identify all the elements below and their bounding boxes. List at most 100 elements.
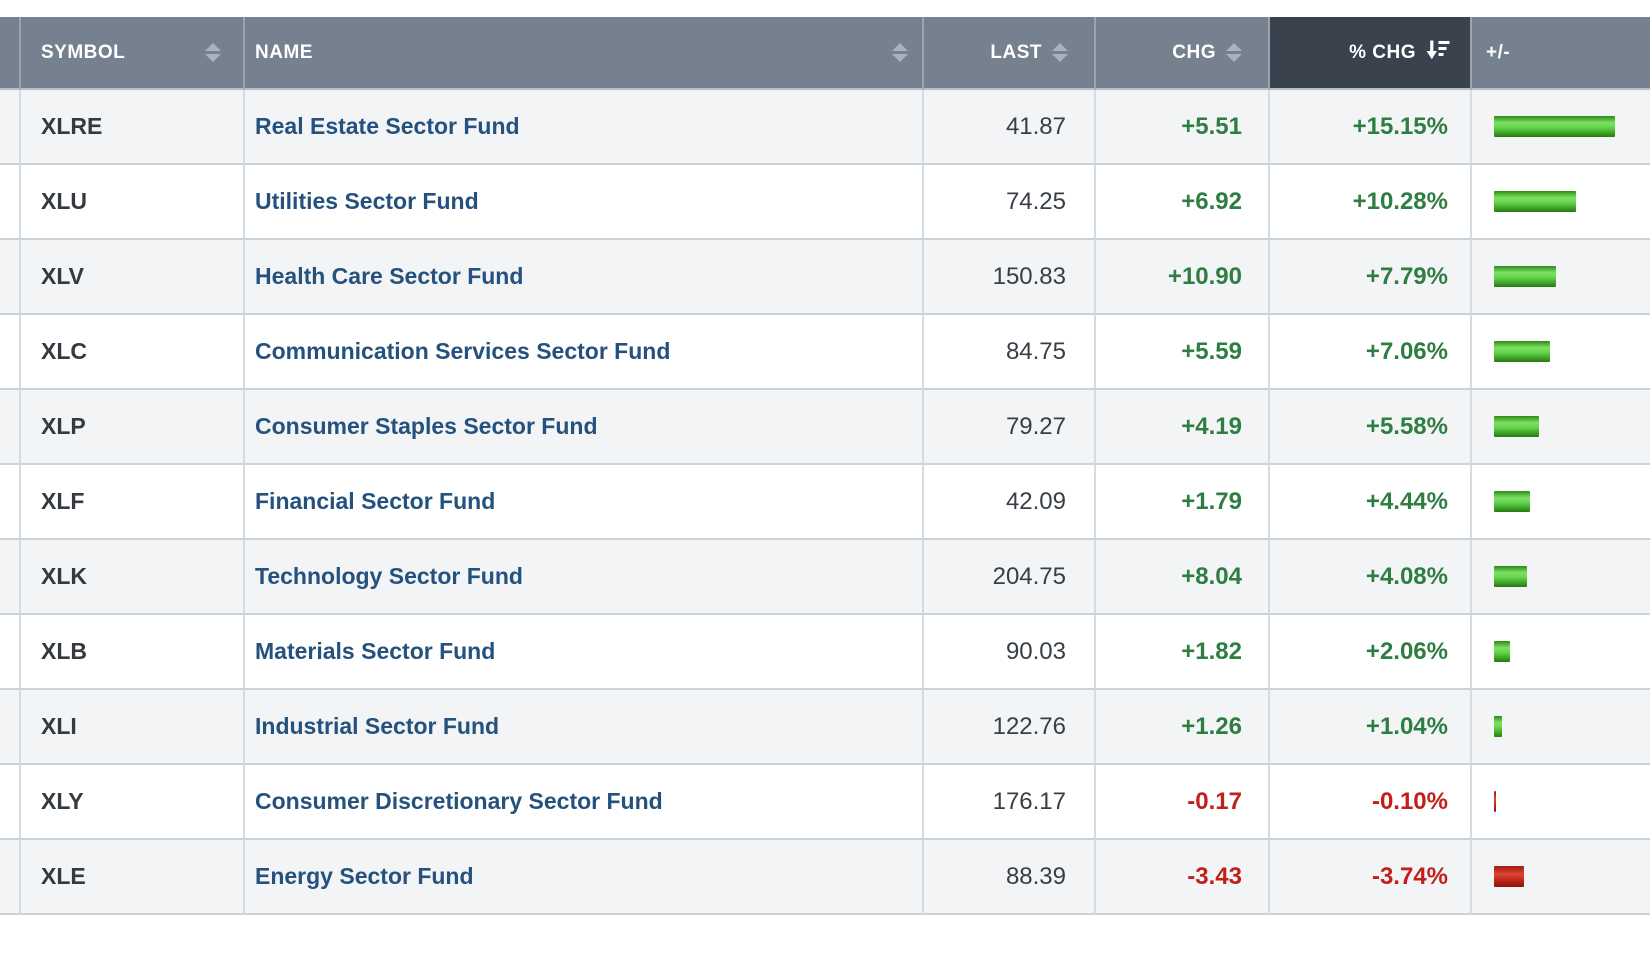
symbol-cell: XLF [21, 465, 245, 540]
bar-cell [1472, 165, 1650, 240]
bar-cell [1472, 765, 1650, 840]
table-row-xle: XLE Energy Sector Fund 88.39 -3.43 -3.74% [0, 840, 1650, 915]
bar-cell [1472, 90, 1650, 165]
table-row-xlk: XLK Technology Sector Fund 204.75 +8.04 +4.0… [0, 540, 1650, 615]
percent-change-cell: -0.10% [1270, 765, 1472, 840]
table-row-xlp: XLP Consumer Staples Sector Fund 79.27 +4.1… [0, 390, 1650, 465]
fund-name-link[interactable]: Technology Sector Fund [255, 562, 523, 589]
fund-name-link[interactable]: Communication Services Sector Fund [255, 337, 671, 364]
table-row-xlre: XLRE Real Estate Sector Fund 41.87 +5.51 +15… [0, 90, 1650, 165]
column-label: % CHG [1349, 41, 1416, 63]
sort-both-icon [892, 43, 908, 62]
fund-name-link[interactable]: Consumer Discretionary Sector Fund [255, 787, 663, 814]
fund-name-link[interactable]: Utilities Sector Fund [255, 187, 479, 214]
cropped-column-edge [0, 465, 21, 540]
percent-change-cell: +4.44% [1270, 465, 1472, 540]
name-cell: Utilities Sector Fund [245, 165, 924, 240]
cropped-column-edge [0, 315, 21, 390]
bar-cell [1472, 615, 1650, 690]
change-cell: +6.92 [1096, 165, 1270, 240]
last-price-cell: 79.27 [924, 390, 1096, 465]
fund-name-link[interactable]: Consumer Staples Sector Fund [255, 412, 598, 439]
bar-cell [1472, 240, 1650, 315]
column-label: NAME [255, 41, 313, 63]
sort-both-icon [1052, 43, 1068, 62]
change-cell: +4.19 [1096, 390, 1270, 465]
name-cell: Real Estate Sector Fund [245, 90, 924, 165]
cropped-column-edge [0, 390, 21, 465]
bar-cell [1472, 465, 1650, 540]
table-row-xli: XLI Industrial Sector Fund 122.76 +1.26 +1.0… [0, 690, 1650, 765]
last-price-cell: 41.87 [924, 90, 1096, 165]
table-header: SYMBOL NAME LAST CHG % CHG +/- [0, 17, 1650, 90]
cropped-column-edge [0, 90, 21, 165]
last-price-cell: 42.09 [924, 465, 1096, 540]
change-cell: +5.51 [1096, 90, 1270, 165]
fund-name-link[interactable]: Real Estate Sector Fund [255, 112, 520, 139]
sort-descending-icon [1426, 39, 1450, 67]
column-header-last[interactable]: LAST [924, 17, 1096, 90]
cropped-column-edge [0, 840, 21, 915]
symbol-cell: XLE [21, 840, 245, 915]
change-cell: -3.43 [1096, 840, 1270, 915]
column-header-chg[interactable]: CHG [1096, 17, 1270, 90]
symbol-cell: XLV [21, 240, 245, 315]
fund-name-link[interactable]: Health Care Sector Fund [255, 262, 524, 289]
change-bar [1494, 191, 1576, 212]
table-row-xly: XLY Consumer Discretionary Sector Fund 176… [0, 765, 1650, 840]
cropped-column-edge [0, 765, 21, 840]
bar-cell [1472, 390, 1650, 465]
sector-funds-table: SYMBOL NAME LAST CHG % CHG +/- XLRE Real Estat… [0, 17, 1650, 915]
fund-name-link[interactable]: Materials Sector Fund [255, 637, 496, 664]
fund-name-link[interactable]: Industrial Sector Fund [255, 712, 500, 739]
name-cell: Technology Sector Fund [245, 540, 924, 615]
sort-both-icon [205, 43, 221, 62]
name-cell: Financial Sector Fund [245, 465, 924, 540]
column-label: SYMBOL [41, 41, 126, 63]
name-cell: Communication Services Sector Fund [245, 315, 924, 390]
percent-change-cell: +4.08% [1270, 540, 1472, 615]
fund-name-link[interactable]: Financial Sector Fund [255, 487, 496, 514]
table-row-xlu: XLU Utilities Sector Fund 74.25 +6.92 +10.28… [0, 165, 1650, 240]
cropped-column-edge [0, 690, 21, 765]
last-price-cell: 90.03 [924, 615, 1096, 690]
cropped-column-edge [0, 165, 21, 240]
symbol-cell: XLU [21, 165, 245, 240]
symbol-cell: XLK [21, 540, 245, 615]
name-cell: Energy Sector Fund [245, 840, 924, 915]
column-header-pct[interactable]: % CHG [1270, 17, 1472, 90]
symbol-cell: XLC [21, 315, 245, 390]
table-row-xlb: XLB Materials Sector Fund 90.03 +1.82 +2.06% [0, 615, 1650, 690]
change-bar [1494, 341, 1550, 362]
last-price-cell: 204.75 [924, 540, 1096, 615]
percent-change-cell: +10.28% [1270, 165, 1472, 240]
name-cell: Consumer Staples Sector Fund [245, 390, 924, 465]
percent-change-cell: +7.79% [1270, 240, 1472, 315]
last-price-cell: 176.17 [924, 765, 1096, 840]
column-label: +/- [1486, 41, 1511, 63]
last-price-cell: 88.39 [924, 840, 1096, 915]
bar-cell [1472, 540, 1650, 615]
percent-change-cell: -3.74% [1270, 840, 1472, 915]
change-cell: +1.82 [1096, 615, 1270, 690]
header-row: SYMBOL NAME LAST CHG % CHG +/- [0, 17, 1650, 90]
change-bar [1494, 791, 1496, 812]
column-label: LAST [990, 41, 1042, 63]
change-bar [1494, 566, 1527, 587]
symbol-cell: XLP [21, 390, 245, 465]
column-header-plusminus: +/- [1472, 17, 1650, 90]
fund-name-link[interactable]: Energy Sector Fund [255, 862, 474, 889]
change-bar [1494, 716, 1502, 737]
change-cell: +10.90 [1096, 240, 1270, 315]
name-cell: Materials Sector Fund [245, 615, 924, 690]
percent-change-cell: +2.06% [1270, 615, 1472, 690]
change-bar [1494, 866, 1524, 887]
cropped-column-edge [0, 615, 21, 690]
table-row-xlc: XLC Communication Services Sector Fund 84.… [0, 315, 1650, 390]
table-row-xlf: XLF Financial Sector Fund 42.09 +1.79 +4.44% [0, 465, 1650, 540]
last-price-cell: 74.25 [924, 165, 1096, 240]
bar-cell [1472, 840, 1650, 915]
column-header-symbol[interactable]: SYMBOL [21, 17, 245, 90]
column-header-name[interactable]: NAME [245, 17, 924, 90]
cropped-column-edge [0, 540, 21, 615]
